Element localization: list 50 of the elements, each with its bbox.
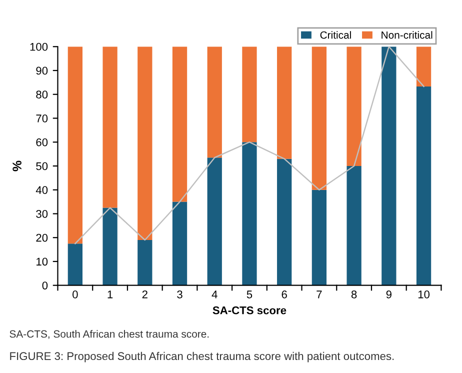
x-tick-label: 1 [108, 290, 113, 298]
bar [416, 86, 432, 286]
legend-label: Non-critical [382, 31, 432, 39]
bar [172, 46, 188, 202]
y-tick-label: 40 [36, 186, 48, 194]
bar [207, 46, 222, 158]
y-tick-label: 10 [36, 258, 48, 266]
bar [68, 244, 82, 286]
bar [346, 166, 362, 286]
bar [416, 46, 432, 86]
y-tick-label: 90 [36, 66, 48, 75]
y-tick-label: 50 [36, 162, 48, 170]
x-tick-label: 3 [177, 290, 182, 298]
x-tick-label: 7 [316, 290, 322, 298]
bar [346, 46, 362, 166]
bar [312, 190, 327, 286]
bar [102, 208, 118, 286]
bar [207, 158, 222, 286]
bar [138, 46, 152, 240]
y-tick-label: 100 [30, 42, 48, 51]
bar [277, 158, 292, 286]
y-axis-title: % [12, 160, 22, 172]
x-tick-label: 9 [386, 290, 392, 298]
legend-label: Critical [320, 31, 351, 39]
bar [312, 46, 327, 190]
x-tick-label: 0 [72, 290, 78, 298]
caption: FIGURE 3: Proposed South African chest trauma score with patient outcomes. [10, 352, 394, 362]
bar [382, 46, 396, 286]
y-tick-label: 80 [36, 90, 48, 99]
bar [138, 240, 152, 286]
y-tick-label: 70 [36, 114, 48, 122]
bar [68, 46, 82, 244]
y-tick-label: 20 [36, 234, 48, 242]
x-tick-label: 8 [351, 290, 357, 298]
bar [242, 142, 257, 286]
x-axis-title: SA-CTS score [212, 306, 286, 314]
line-series [74, 46, 424, 244]
y-tick-label: 0 [42, 282, 48, 290]
y-tick-label: 30 [36, 210, 48, 218]
x-tick-label: 5 [246, 290, 252, 298]
x-tick-label: 6 [282, 290, 287, 298]
x-tick-label: 2 [142, 290, 148, 298]
bar [172, 202, 188, 286]
y-tick-label: 60 [36, 138, 48, 146]
text: SA-CTS, South African chest trauma score. [10, 330, 209, 339]
bar [102, 46, 118, 208]
x-tick-label: 10 [418, 290, 430, 298]
bar [277, 46, 292, 159]
bar [242, 46, 257, 142]
x-tick-label: 4 [212, 290, 218, 298]
